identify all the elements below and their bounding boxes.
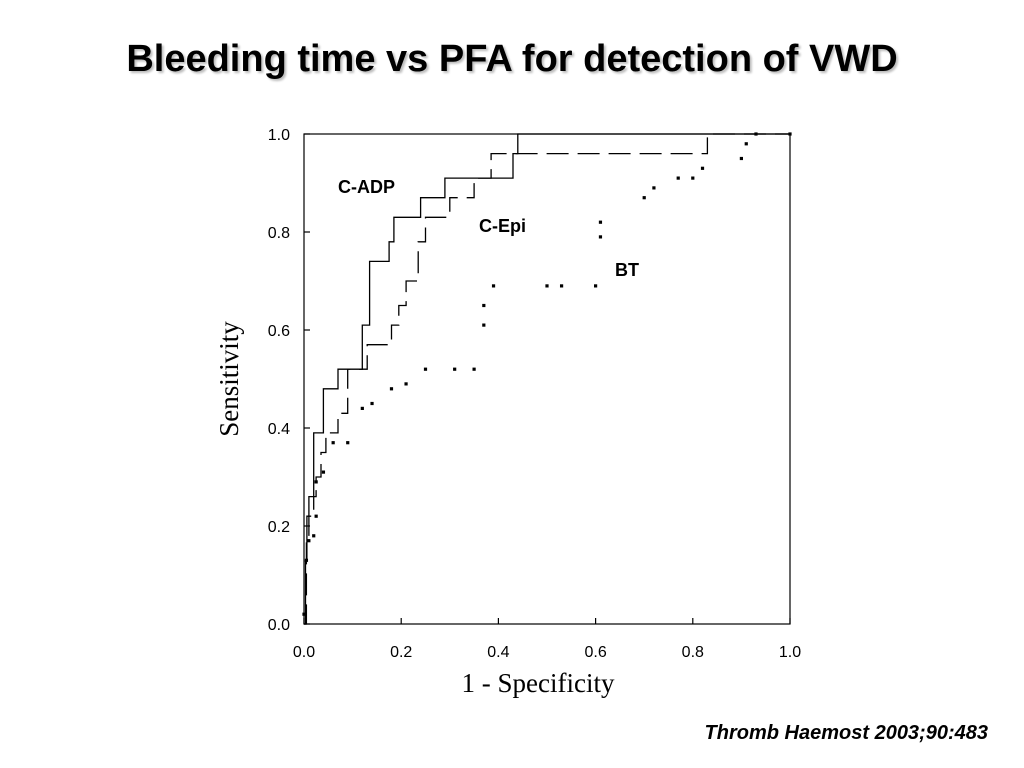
y-tick-label: 0.0	[268, 617, 290, 634]
slide-title: Bleeding time vs PFA for detection of VW…	[126, 38, 898, 80]
x-tick-label: 1.0	[779, 644, 801, 661]
y-tick-label: 0.4	[268, 421, 290, 438]
bt-point	[321, 470, 326, 474]
bt-point	[491, 284, 496, 288]
x-tick-label: 0.2	[390, 644, 412, 661]
bt-point	[559, 284, 564, 288]
axis-ticks: 0.0 0.2 0.4 0.6 0.8 1.0 0.0 0.2 0.4 0.6 0.8 1.0	[268, 127, 801, 661]
bt-point	[314, 480, 318, 484]
bt-point	[307, 539, 311, 543]
c-adp-curve	[304, 133, 790, 625]
bt-point	[744, 142, 748, 146]
bt-point	[754, 132, 758, 136]
bt-point	[598, 220, 603, 224]
bt-point	[346, 441, 350, 445]
x-tick-label: 0.8	[682, 644, 704, 661]
y-tick-label: 1.0	[268, 127, 290, 144]
y-tick-label: 0.2	[268, 519, 290, 536]
bt-point	[304, 558, 309, 562]
bt-point	[312, 534, 316, 538]
bt-point	[482, 323, 486, 327]
bt-point	[389, 387, 394, 391]
bt-point	[545, 284, 549, 288]
bt-point	[594, 284, 598, 288]
bt-point	[788, 132, 792, 136]
bt-point	[302, 612, 306, 616]
bt-point	[739, 156, 743, 161]
x-tick-label: 0.0	[293, 644, 315, 661]
bt-point	[404, 382, 408, 386]
bt-point	[652, 186, 656, 190]
c-adp-label: C-ADP	[338, 177, 395, 197]
x-tick-label: 0.6	[584, 644, 606, 661]
y-tick-label: 0.8	[268, 225, 290, 242]
bt-point	[676, 176, 680, 180]
c-epi-label: C-Epi	[479, 216, 526, 236]
x-tick-label: 0.4	[487, 644, 509, 661]
bt-point	[691, 176, 695, 180]
bt-point	[472, 367, 476, 371]
bt-point	[370, 401, 374, 406]
plot-frame	[303, 133, 791, 625]
bt-point	[642, 196, 646, 200]
y-axis-title: Sensitivity	[214, 321, 244, 437]
roc-curves	[302, 132, 792, 625]
bt-point	[314, 514, 318, 518]
y-tick-label: 0.6	[268, 323, 290, 340]
x-axis-title: 1 - Specificity	[462, 668, 615, 698]
curve-labels: C-ADP C-Epi BT	[338, 177, 639, 280]
citation: Thromb Haemost 2003;90:483	[704, 722, 988, 744]
c-epi-curve	[304, 133, 790, 625]
bt-label: BT	[615, 260, 639, 280]
bt-point	[482, 303, 486, 308]
bt-point	[360, 406, 364, 410]
bt-point	[453, 367, 457, 371]
bt-point	[700, 166, 705, 170]
bt-point	[598, 235, 603, 239]
bt-point	[331, 441, 335, 445]
bt-point	[423, 367, 428, 371]
